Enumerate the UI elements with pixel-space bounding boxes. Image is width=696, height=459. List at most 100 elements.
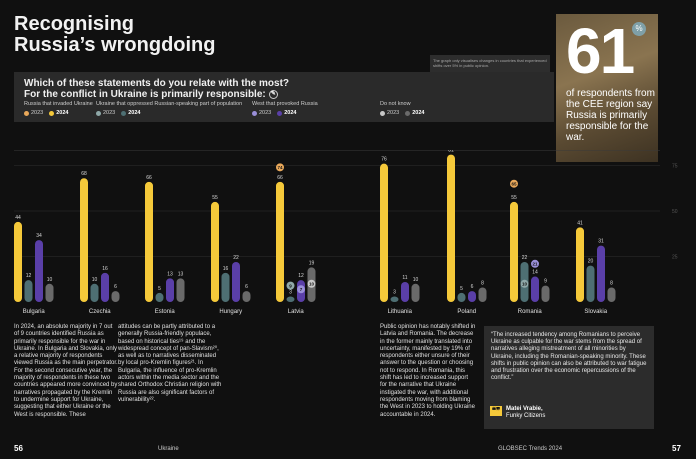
data-label: 13 [167,271,173,277]
data-label: 76 [381,157,387,163]
category-label: Lithuania [388,309,413,315]
page-number-right: 57 [672,444,681,453]
marker-2023 [276,163,284,172]
data-label: 20 [588,259,594,265]
text-column-1: In 2024, an absolute majority in 7 out o… [14,324,118,418]
legend-item-2023: 2023 [252,110,271,116]
data-label: 16 [223,266,229,272]
marker-2023-label: 21 [532,262,538,267]
legend-item-2024: 2024 [277,110,297,116]
data-label: 55 [511,195,517,201]
legend-year: 2024 [56,110,69,116]
marker-2023 [510,179,518,188]
marker-2023-label: 10 [522,282,528,287]
legend-swatch [121,110,127,116]
marker-2023 [307,279,316,288]
quote-author: Matei Vrabie, Funky Citizens [506,406,545,420]
data-label: 5 [460,286,463,292]
bar [457,292,466,302]
data-label: 3 [393,290,396,296]
legend-year: 2024 [128,110,141,116]
y-tick-label: 50 [672,209,678,215]
data-label: 12 [298,273,304,279]
data-label: 6 [114,284,117,290]
category-label: Poland [457,309,476,315]
legend-swatch [380,110,385,116]
bar [90,283,99,302]
quote-author-org: Funky Citizens [506,413,546,419]
bar [510,201,518,302]
bar [242,291,251,302]
data-label: 41 [577,220,583,226]
bar [276,181,284,302]
bar [14,221,22,302]
data-label: 66 [277,175,283,181]
bar [607,287,616,302]
data-label: 12 [26,273,32,279]
page-title-line1: Recognising [14,13,135,35]
bar [380,163,388,302]
legend-item-2024: 2024 [121,110,141,116]
question-box [14,72,554,122]
bar [45,283,54,302]
marker-2023-label: 7 [300,287,303,292]
legend-title: Ukraine that oppressed Russian-speaking … [96,101,243,107]
legend-title: Do not know [380,101,411,107]
data-label: 16 [102,266,108,272]
bar [145,181,153,302]
marker-2023 [520,279,529,288]
bar [390,296,399,302]
data-label: 44 [15,215,21,221]
legend-swatch [252,110,257,116]
bar [111,291,120,302]
quote-author-name: Matei Vrabie, [506,406,543,412]
marker-2023 [531,259,539,268]
data-label: 14 [532,270,538,276]
question-line1: Which of these statements do you relate … [24,78,290,89]
bar [101,272,109,302]
bar-chart: 75502544123410Bulgaria6810166Czechia6651… [14,150,678,315]
bar [24,280,33,302]
bar [531,276,539,302]
info-icon: ✎ [268,89,278,99]
bar [401,281,409,302]
graph-note: The graph only visualises changes in cou… [430,55,550,75]
category-label: Slovakia [584,309,607,315]
hero-photo [556,14,658,162]
bar [211,201,219,302]
data-label: 66 [146,175,152,181]
legend-swatch [96,110,101,116]
legend-item-2024: 2024 [405,110,425,116]
marker-2023-label: 74 [277,165,283,170]
legend-group-4: Do not know 2023 2024 [380,101,425,116]
legend-item-2023: 2023 [24,110,43,116]
legend-item-2024: 2024 [49,110,69,116]
page-number-left: 56 [14,444,23,453]
data-label: 10 [92,277,98,283]
bar [576,227,584,302]
text-column-2: attitudes can be partly attributed to a … [118,324,222,403]
hero-percent-badge: % [632,22,646,36]
legend-swatch [49,110,55,116]
bar [176,278,185,302]
data-label: 31 [598,239,604,245]
data-label: 8 [481,280,484,286]
data-label: 68 [81,171,87,177]
category-label: Czechia [89,309,111,315]
legend-group-2: Ukraine that oppressed Russian-speaking … [96,101,242,116]
hero-number: 61 [566,15,635,87]
bar [286,296,295,302]
marker-2023 [297,285,305,294]
page-title: Recognising Russia’s wrongdoing [14,14,216,56]
legend-year: 2024 [284,110,297,116]
legend-item-2023: 2023 [380,110,399,116]
bar [232,261,240,302]
page-title-line2: Russia’s wrongdoing [14,34,216,56]
data-label: 13 [178,271,184,277]
category-label: Bulgaria [23,309,46,315]
quote-icon: ❝❞ [490,406,502,416]
marker-2023-label: 65 [511,182,517,187]
legend-title: Russia that invaded Ukraine [24,101,93,107]
data-label: 10 [47,277,53,283]
quote-text: “The increased tendency among Romanians … [491,332,647,382]
